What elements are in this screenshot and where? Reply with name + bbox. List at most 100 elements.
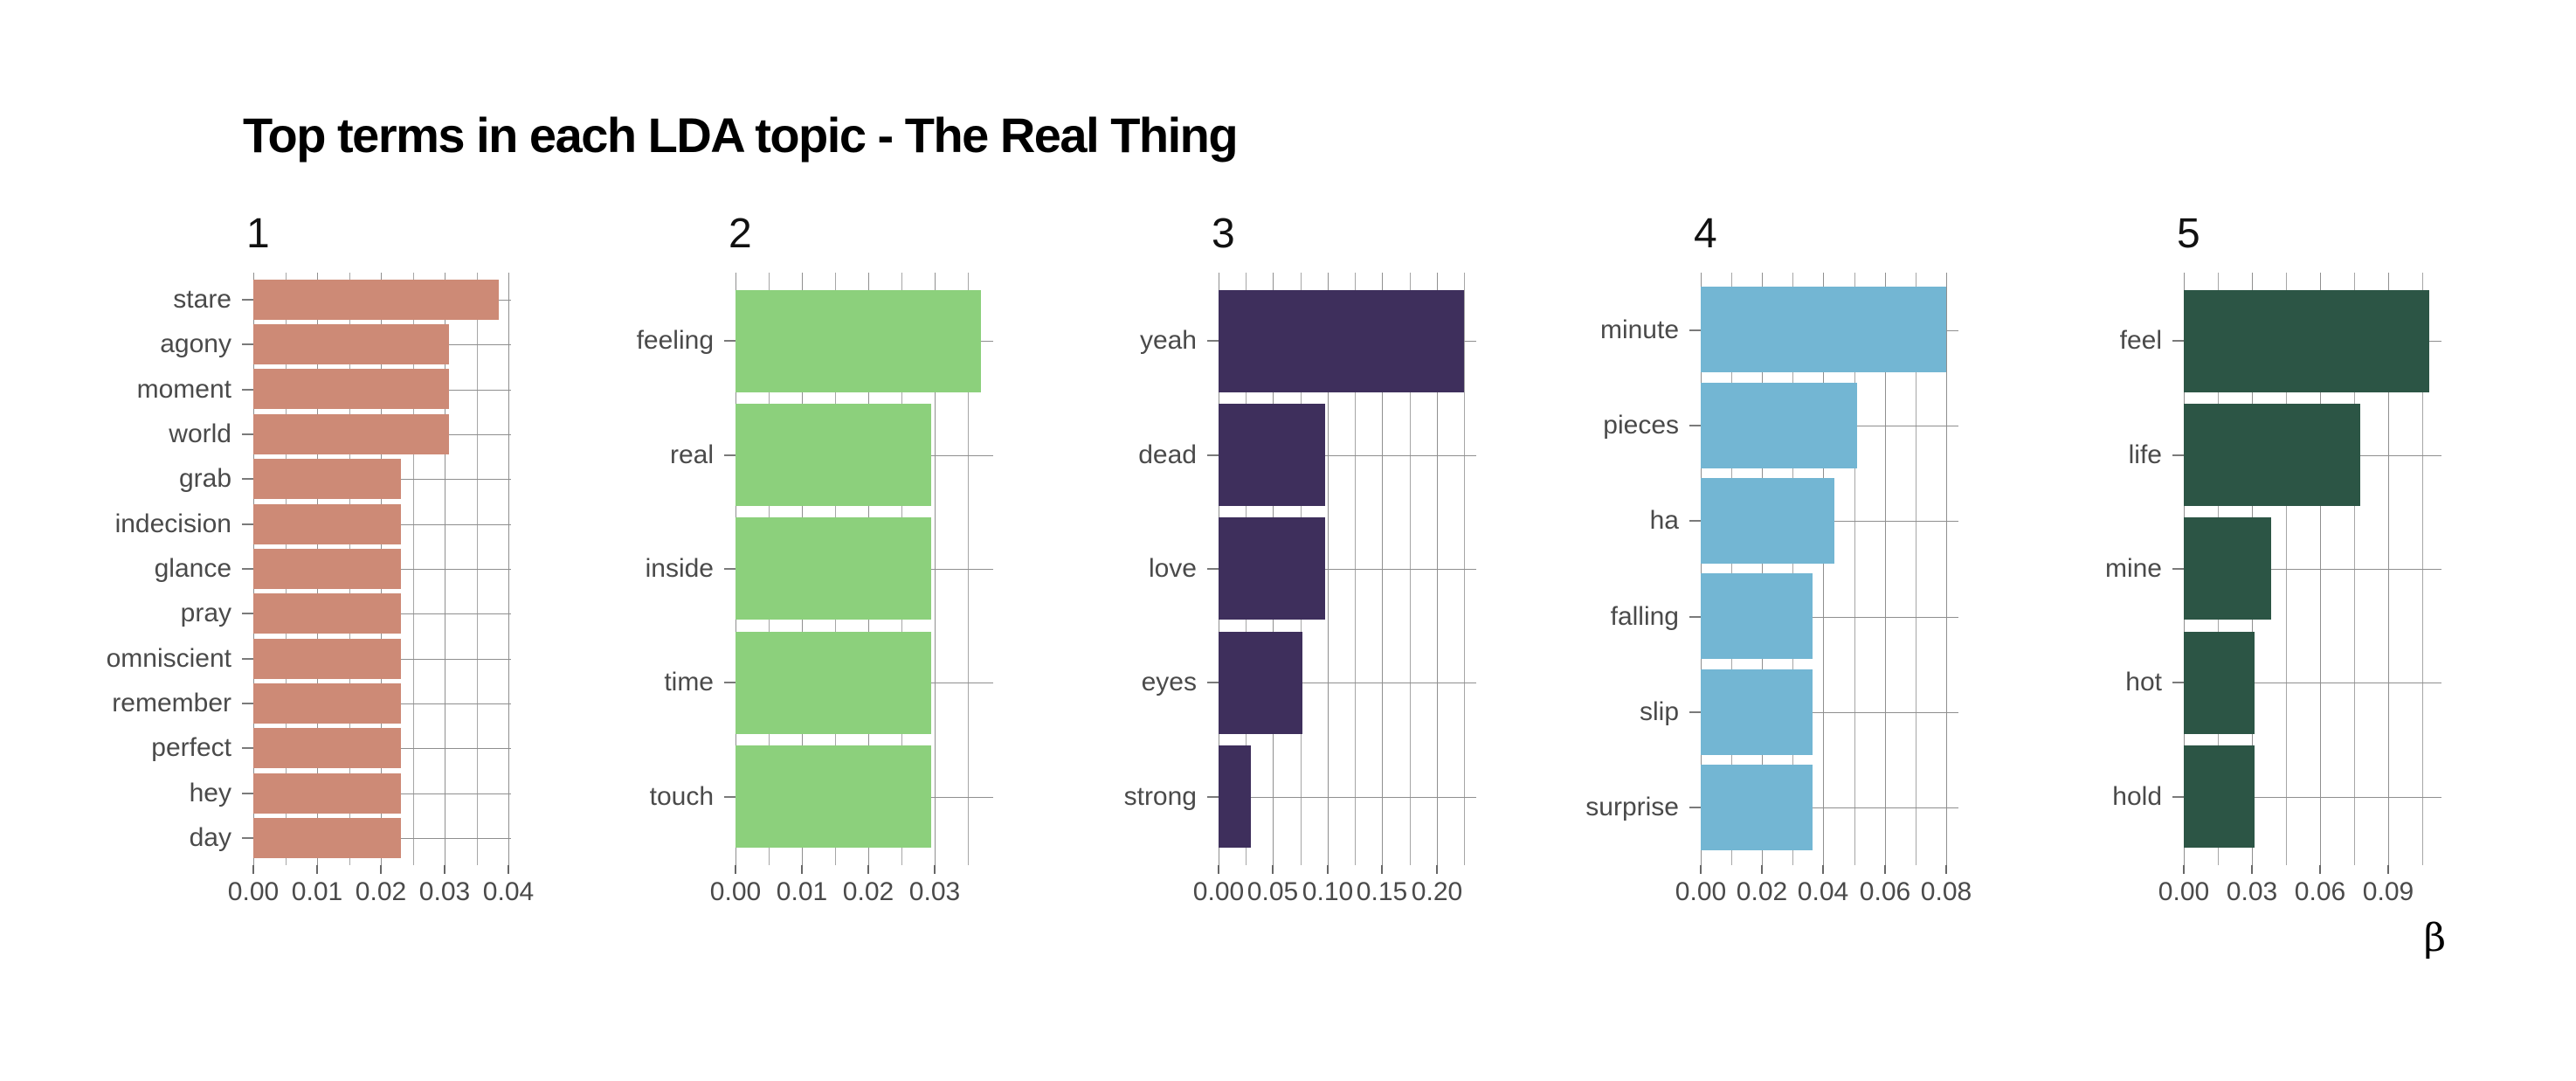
term-label: ha bbox=[1649, 506, 1679, 535]
y-axis-tick bbox=[724, 568, 736, 570]
x-axis-tick bbox=[252, 865, 254, 874]
facet-panel bbox=[1219, 273, 1476, 865]
y-axis-tick bbox=[242, 613, 253, 614]
x-axis-tick bbox=[2387, 865, 2389, 874]
x-axis-tick bbox=[316, 865, 318, 874]
x-axis-tick-label: 0.01 bbox=[291, 877, 343, 906]
x-axis-tick-label: 0.09 bbox=[2362, 877, 2414, 906]
gridline-major-h bbox=[1219, 797, 1476, 798]
term-label: feeling bbox=[636, 326, 714, 355]
gridline-major-h bbox=[1701, 617, 1958, 618]
term-label: real bbox=[669, 440, 714, 469]
y-axis-tick bbox=[242, 433, 253, 435]
bar-perfect bbox=[253, 728, 401, 768]
bar-pray bbox=[253, 593, 401, 634]
gridline-major-v bbox=[1885, 273, 1886, 865]
gridline-major-h bbox=[2184, 569, 2441, 570]
x-axis-tick-label: 0.00 bbox=[709, 877, 762, 906]
x-axis-tick bbox=[2251, 865, 2253, 874]
bar-slip bbox=[1701, 669, 1813, 755]
x-axis-tick bbox=[380, 865, 382, 874]
bar-indecision bbox=[253, 504, 401, 544]
bar-grab bbox=[253, 459, 401, 499]
bar-omniscient bbox=[253, 639, 401, 679]
facet-panel bbox=[2184, 273, 2441, 865]
term-label: pray bbox=[180, 599, 231, 627]
y-axis-tick bbox=[1207, 454, 1219, 456]
facet-strip-label: 1 bbox=[246, 211, 270, 257]
x-axis-tick-label: 0.20 bbox=[1411, 877, 1463, 906]
bar-hey bbox=[253, 773, 401, 814]
y-axis-tick bbox=[2172, 340, 2184, 342]
term-label: dead bbox=[1138, 440, 1197, 469]
facet-panel bbox=[253, 273, 511, 865]
y-axis-tick bbox=[242, 837, 253, 839]
bar-yeah bbox=[1219, 290, 1464, 392]
y-axis-tick bbox=[1689, 329, 1701, 331]
gridline-major-v bbox=[1701, 273, 1702, 865]
gridline-minor-v bbox=[1792, 273, 1793, 865]
y-axis-tick bbox=[724, 454, 736, 456]
bar-falling bbox=[1701, 573, 1813, 659]
bar-moment bbox=[253, 369, 449, 409]
bar-inside bbox=[736, 517, 931, 620]
x-axis-tick-label: 0.00 bbox=[2158, 877, 2210, 906]
x-axis-tick-label: 0.04 bbox=[1797, 877, 1849, 906]
term-label: agony bbox=[160, 329, 231, 358]
bar-world bbox=[253, 414, 449, 454]
gridline-major-h bbox=[1701, 712, 1958, 713]
bar-strong bbox=[1219, 745, 1251, 848]
term-label: hold bbox=[2112, 782, 2162, 811]
y-axis-tick bbox=[2172, 568, 2184, 570]
y-axis-tick bbox=[1689, 425, 1701, 426]
bar-time bbox=[736, 632, 931, 734]
bar-day bbox=[253, 818, 401, 858]
gridline-major-h bbox=[1701, 807, 1958, 808]
bar-mine bbox=[2184, 517, 2271, 620]
x-axis-tick bbox=[1822, 865, 1824, 874]
facet-panel bbox=[736, 273, 993, 865]
term-label: hot bbox=[2125, 668, 2162, 696]
y-axis-tick bbox=[1207, 568, 1219, 570]
gridline-minor-v bbox=[1854, 273, 1855, 865]
term-label: love bbox=[1148, 554, 1197, 583]
x-axis-tick-label: 0.00 bbox=[1192, 877, 1245, 906]
y-axis-tick bbox=[242, 389, 253, 391]
y-axis-tick bbox=[1207, 796, 1219, 798]
x-axis-tick bbox=[735, 865, 736, 874]
bar-feeling bbox=[736, 290, 981, 392]
x-axis-tick bbox=[867, 865, 869, 874]
facet-strip-label: 4 bbox=[1694, 211, 1717, 257]
y-axis-tick bbox=[724, 682, 736, 683]
term-label: feel bbox=[2119, 326, 2162, 355]
term-label: touch bbox=[649, 782, 714, 811]
bar-feel bbox=[2184, 290, 2429, 392]
y-axis-tick bbox=[242, 703, 253, 704]
x-axis-tick bbox=[1945, 865, 1947, 874]
x-axis-tick-label: 0.04 bbox=[482, 877, 535, 906]
x-axis-tick bbox=[801, 865, 803, 874]
gridline-major-h bbox=[1219, 455, 1476, 456]
facet-strip-label: 3 bbox=[1212, 211, 1235, 257]
facet-strip-label: 5 bbox=[2177, 211, 2200, 257]
x-axis-tick bbox=[1884, 865, 1886, 874]
x-axis-tick bbox=[1761, 865, 1763, 874]
bar-minute bbox=[1701, 287, 1946, 372]
x-axis-tick-label: 0.02 bbox=[842, 877, 894, 906]
y-axis-tick bbox=[2172, 454, 2184, 456]
y-axis-tick bbox=[2172, 682, 2184, 683]
gridline-major-v bbox=[1823, 273, 1824, 865]
term-label: falling bbox=[1610, 602, 1679, 631]
x-axis-tick-label: 0.06 bbox=[1859, 877, 1911, 906]
x-axis-tick-label: 0.15 bbox=[1356, 877, 1408, 906]
x-axis-tick bbox=[2319, 865, 2321, 874]
term-label: slip bbox=[1639, 697, 1679, 726]
x-axis-tick-label: 0.06 bbox=[2294, 877, 2346, 906]
y-axis-tick bbox=[242, 747, 253, 749]
term-label: grab bbox=[178, 464, 231, 493]
y-axis-tick bbox=[242, 523, 253, 525]
x-axis-tick bbox=[1218, 865, 1219, 874]
bar-love bbox=[1219, 517, 1325, 620]
y-axis-tick bbox=[242, 299, 253, 301]
bar-ha bbox=[1701, 478, 1834, 564]
